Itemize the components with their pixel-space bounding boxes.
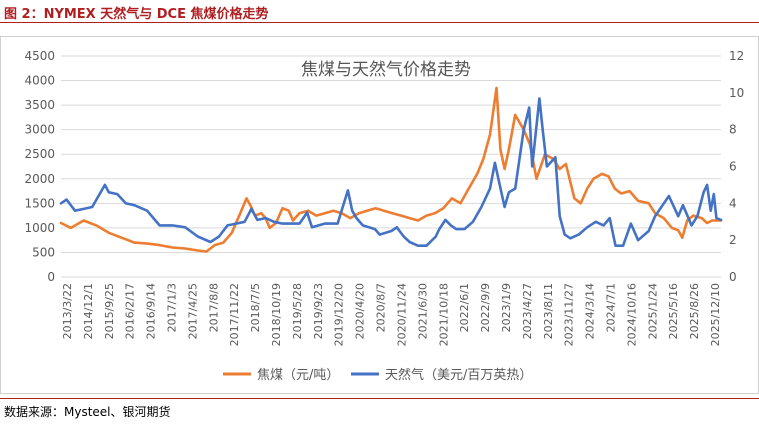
source-note: 数据来源：Mysteel、银河期货 bbox=[4, 405, 171, 419]
x-tick-label: 2025/5/16 bbox=[667, 283, 680, 339]
chart-frame: 0 500 1000 1500 2000 2500 3000 3500 4000 4500 0 2 4… bbox=[0, 36, 759, 394]
y-left-tick-label: 4500 bbox=[24, 49, 55, 63]
y-left-tick-label: 2000 bbox=[24, 172, 55, 186]
x-tick-label: 2025/8/26 bbox=[688, 283, 701, 339]
y-right-tick-label: 0 bbox=[729, 270, 737, 284]
x-tick-label: 2014/12/1 bbox=[82, 283, 95, 339]
x-tick-label: 2025/12/10 bbox=[709, 283, 722, 346]
x-tick-label: 2019/5/28 bbox=[291, 283, 304, 339]
y-right-tick-label: 4 bbox=[729, 196, 737, 210]
x-tick-label: 2020/11/24 bbox=[395, 283, 408, 346]
x-tick-label: 2023/1/9 bbox=[500, 283, 513, 332]
x-tick-label: 2017/8/8 bbox=[207, 283, 220, 332]
x-tick-label: 2017/11/22 bbox=[228, 283, 241, 346]
x-tick-label: 2019/12/20 bbox=[333, 283, 346, 346]
y-left-tick-label: 0 bbox=[47, 270, 55, 284]
y-left-tick-label: 3500 bbox=[24, 98, 55, 112]
series-line-2 bbox=[59, 97, 723, 247]
x-tick-label: 2022/6/1 bbox=[458, 283, 471, 332]
x-tick-label: 2021/10/18 bbox=[437, 283, 450, 346]
series-line-1 bbox=[59, 86, 723, 253]
x-tick-label: 2016/9/14 bbox=[145, 283, 158, 339]
x-tick-label: 2017/4/25 bbox=[186, 283, 199, 339]
y-left-tick-label: 2500 bbox=[24, 147, 55, 161]
x-tick-label: 2019/9/23 bbox=[312, 283, 325, 339]
x-tick-label: 2021/6/30 bbox=[416, 283, 429, 339]
x-tick-label: 2022/9/9 bbox=[479, 283, 492, 332]
x-tick-label: 2023/4/27 bbox=[521, 283, 534, 339]
y-left-tick-label: 1500 bbox=[24, 196, 55, 210]
x-tick-label: 2024/3/14 bbox=[584, 283, 597, 339]
x-tick-label: 2025/1/24 bbox=[646, 283, 659, 339]
figure-title: 图 2：NYMEX 天然气与 DCE 焦煤价格走势 bbox=[4, 7, 269, 22]
chart-title: 焦煤与天然气价格走势 bbox=[301, 60, 471, 80]
y-left-tick-label: 4000 bbox=[24, 74, 55, 88]
x-tick-label: 2013/3/22 bbox=[61, 283, 74, 339]
y-right-tick-label: 12 bbox=[729, 49, 744, 63]
y-left-tick-label: 1000 bbox=[24, 221, 55, 235]
x-axis-tick-labels: 2013/3/22 2014/12/1 2015/9/25 2016/2/17 2016… bbox=[61, 283, 722, 346]
y-right-tick-label: 6 bbox=[729, 160, 737, 174]
right-axis-tick-labels: 0 2 4 6 8 10 12 bbox=[729, 49, 744, 284]
legend-label-1: 焦煤（元/吨） bbox=[257, 368, 339, 383]
bottom-divider bbox=[0, 398, 759, 399]
legend-label-2: 天然气（美元/百万英热） bbox=[385, 367, 532, 383]
top-divider bbox=[0, 22, 759, 23]
x-tick-label: 2018/10/19 bbox=[270, 283, 283, 346]
price-chart: 0 500 1000 1500 2000 2500 3000 3500 4000 4500 0 2 4… bbox=[24, 49, 744, 383]
x-tick-label: 2016/2/17 bbox=[124, 283, 137, 339]
x-tick-label: 2024/10/16 bbox=[625, 283, 638, 346]
gridlines bbox=[61, 55, 721, 278]
y-right-tick-label: 8 bbox=[729, 123, 737, 137]
left-axis-tick-labels: 0 500 1000 1500 2000 2500 3000 3500 4000 4500 bbox=[24, 49, 55, 284]
x-tick-label: 2018/7/5 bbox=[249, 283, 262, 332]
y-left-tick-label: 3000 bbox=[24, 123, 55, 137]
x-tick-label: 2023/11/27 bbox=[563, 283, 576, 346]
x-tick-label: 2017/1/3 bbox=[166, 283, 179, 332]
y-right-tick-label: 10 bbox=[729, 86, 744, 100]
x-tick-label: 2015/9/25 bbox=[103, 283, 116, 339]
x-tick-label: 2023/8/11 bbox=[542, 283, 555, 339]
x-tick-label: 2024/7/1 bbox=[604, 283, 617, 332]
y-right-tick-label: 2 bbox=[729, 233, 737, 247]
y-left-tick-label: 500 bbox=[32, 245, 55, 259]
legend: 焦煤（元/吨） 天然气（美元/百万英热） bbox=[223, 367, 532, 383]
x-tick-label: 2020/8/7 bbox=[375, 283, 388, 332]
series-lines bbox=[59, 86, 723, 253]
x-tick-label: 2020/4/20 bbox=[354, 283, 367, 339]
